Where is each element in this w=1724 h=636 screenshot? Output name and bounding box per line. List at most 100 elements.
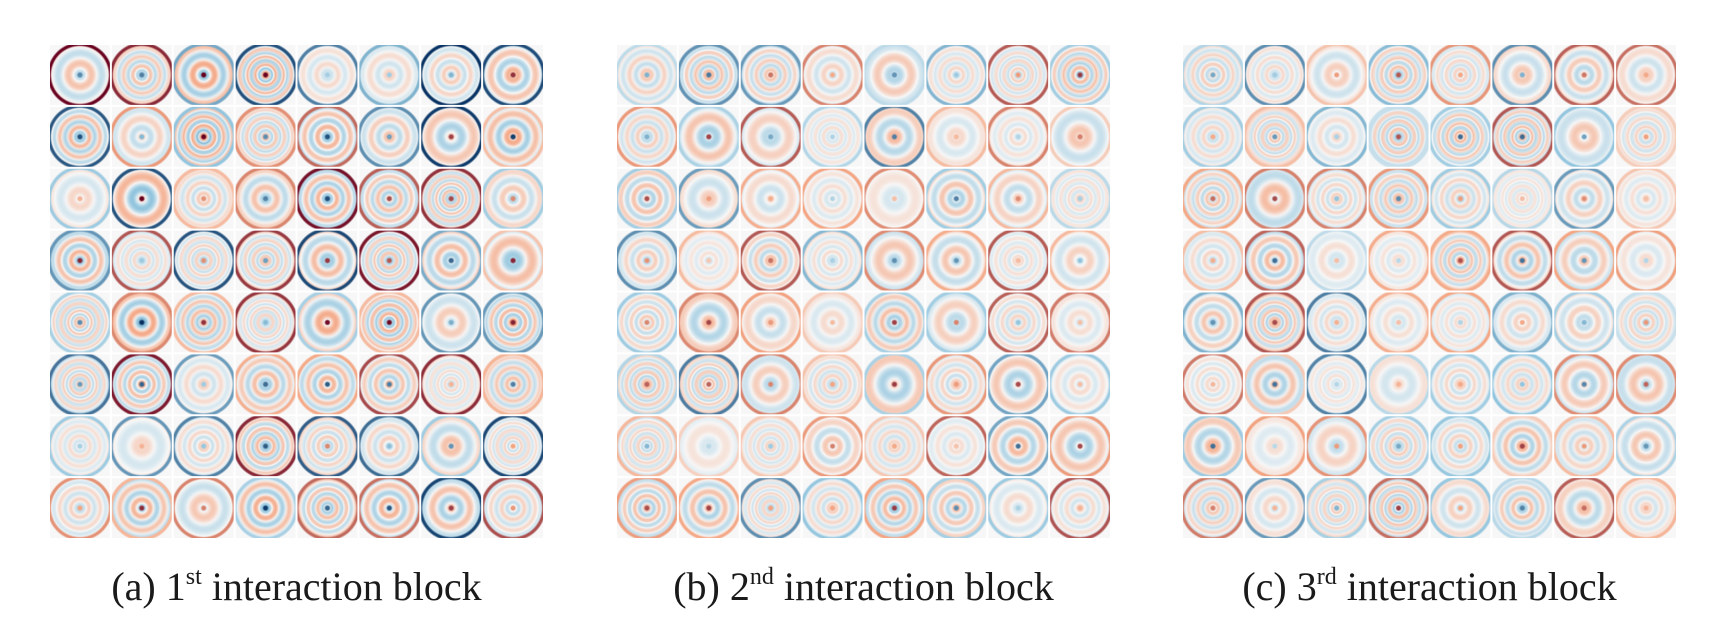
filter-cell xyxy=(1183,45,1243,105)
filter-cell xyxy=(359,354,420,415)
filter-cell xyxy=(235,354,296,415)
filter-cell xyxy=(50,45,110,105)
caption-panel-c: (c) 3rd interaction block xyxy=(1182,564,1677,609)
filter-cell xyxy=(297,106,358,167)
caption-panel-b: (b) 2nd interaction block xyxy=(616,565,1111,607)
filter-cell xyxy=(617,45,677,105)
filter-cell xyxy=(297,45,358,105)
filter-cell xyxy=(802,478,863,539)
filter-cell xyxy=(1306,45,1367,105)
filter-cell xyxy=(617,106,677,167)
filter-cell xyxy=(740,416,801,477)
filter-cell xyxy=(1430,168,1491,229)
filter-cell xyxy=(678,354,739,415)
filter-cell xyxy=(483,168,544,229)
filter-cell xyxy=(111,168,172,229)
filter-cell xyxy=(297,292,358,353)
filter-cell xyxy=(297,230,358,291)
filter-cell xyxy=(802,354,863,415)
filter-cell xyxy=(864,292,925,353)
filter-cell xyxy=(1492,416,1553,477)
filter-cell xyxy=(1306,354,1367,415)
filter-cell xyxy=(421,45,482,105)
filter-cell xyxy=(1306,478,1367,539)
filter-cell xyxy=(926,230,987,291)
filter-cell xyxy=(988,416,1049,477)
filter-cell xyxy=(235,478,296,539)
filter-cell xyxy=(678,416,739,477)
panel-b-filters xyxy=(616,44,1111,539)
filter-cell xyxy=(1616,45,1677,105)
filter-cell xyxy=(1306,106,1367,167)
filter-cell xyxy=(1244,292,1305,353)
filter-cell xyxy=(1368,106,1429,167)
filter-cell xyxy=(926,292,987,353)
filter-cell xyxy=(50,168,110,229)
filter-cell xyxy=(111,354,172,415)
filter-cell xyxy=(1554,106,1615,167)
filter-cell xyxy=(988,354,1049,415)
filter-cell xyxy=(1492,354,1553,415)
caption-c-suffix: interaction block xyxy=(1336,564,1617,609)
filter-cell xyxy=(802,168,863,229)
filter-cell xyxy=(617,354,677,415)
filter-cell xyxy=(740,230,801,291)
filter-cell xyxy=(297,354,358,415)
caption-a-prefix: (a) 1 xyxy=(111,564,186,609)
filter-cell xyxy=(50,478,110,539)
filter-cell xyxy=(421,230,482,291)
filter-cell xyxy=(1492,478,1553,539)
filter-cell xyxy=(864,230,925,291)
filter-grid-a xyxy=(50,45,544,539)
filter-cell xyxy=(1183,416,1243,477)
filter-cell xyxy=(173,168,234,229)
panel-a-filters xyxy=(49,44,544,539)
filter-cell xyxy=(359,230,420,291)
filter-cell xyxy=(617,292,677,353)
filter-cell xyxy=(926,45,987,105)
filter-cell xyxy=(1306,230,1367,291)
filter-cell xyxy=(740,168,801,229)
filter-cell xyxy=(111,106,172,167)
filter-cell xyxy=(678,106,739,167)
filter-cell xyxy=(235,292,296,353)
filter-cell xyxy=(1368,230,1429,291)
filter-cell xyxy=(1050,478,1111,539)
filter-cell xyxy=(111,292,172,353)
filter-cell xyxy=(50,416,110,477)
filter-cell xyxy=(235,106,296,167)
filter-cell xyxy=(678,478,739,539)
filter-cell xyxy=(864,106,925,167)
filter-cell xyxy=(50,230,110,291)
filter-cell xyxy=(1554,292,1615,353)
filter-cell xyxy=(802,292,863,353)
filter-cell xyxy=(483,292,544,353)
filter-cell xyxy=(421,106,482,167)
filter-cell xyxy=(864,45,925,105)
filter-cell xyxy=(1050,416,1111,477)
filter-cell xyxy=(1368,168,1429,229)
filter-cell xyxy=(740,354,801,415)
filter-cell xyxy=(421,354,482,415)
filter-cell xyxy=(678,168,739,229)
filter-cell xyxy=(111,230,172,291)
filter-cell xyxy=(926,416,987,477)
filter-cell xyxy=(1616,292,1677,353)
filter-cell xyxy=(1183,230,1243,291)
caption-c-prefix: (c) 3 xyxy=(1242,564,1317,609)
filter-cell xyxy=(421,168,482,229)
filter-cell xyxy=(1616,354,1677,415)
filter-cell xyxy=(1306,292,1367,353)
filter-cell xyxy=(1554,354,1615,415)
filter-cell xyxy=(483,106,544,167)
filter-cell xyxy=(617,168,677,229)
filter-cell xyxy=(235,230,296,291)
filter-cell xyxy=(1306,168,1367,229)
filter-cell xyxy=(1050,106,1111,167)
filter-cell xyxy=(1050,45,1111,105)
filter-cell xyxy=(1050,168,1111,229)
filter-cell xyxy=(864,416,925,477)
filter-cell xyxy=(1492,230,1553,291)
filter-cell xyxy=(359,416,420,477)
filter-cell xyxy=(864,168,925,229)
